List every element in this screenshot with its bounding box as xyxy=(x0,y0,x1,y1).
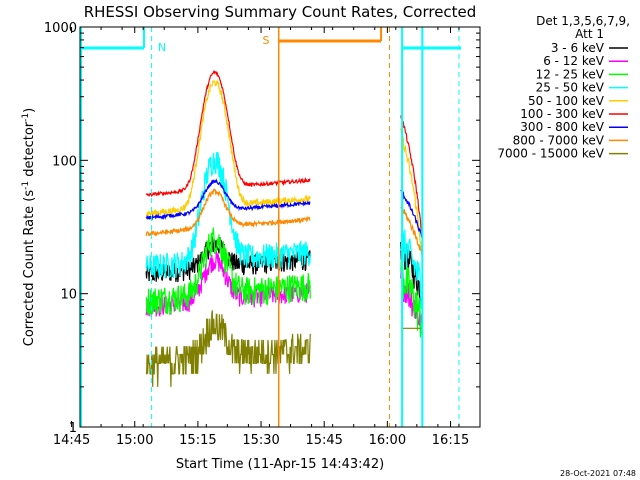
timestamp: 28-Oct-2021 07:48 xyxy=(560,469,636,478)
series-line-4-pass2 xyxy=(400,228,423,310)
x-tick-label: 15:00 xyxy=(116,433,153,448)
legend-label: 100 - 300 keV xyxy=(520,107,604,121)
y-axis-label: Corrected Count Rate (s-1 detector-1) xyxy=(21,108,37,346)
legend-label: 12 - 25 keV xyxy=(536,67,605,81)
legend-label: 300 - 800 keV xyxy=(520,120,604,134)
series-line-2-pass1 xyxy=(145,251,311,318)
legend-label: 7000 - 15000 keV xyxy=(497,147,604,161)
y-tick-label: 1000 xyxy=(44,21,77,36)
series-line-3-pass2 xyxy=(400,259,423,338)
series-line-8-pass2 xyxy=(400,206,423,255)
series-line-7-pass1 xyxy=(145,178,311,221)
legend-label: 25 - 50 keV xyxy=(536,81,605,95)
x-tick-label: 14:45 xyxy=(53,433,90,448)
chart-title: RHESSI Observing Summary Count Rates, Co… xyxy=(84,3,477,21)
series-line-5-pass2 xyxy=(400,128,423,250)
x-tick-label: 15:15 xyxy=(179,433,216,448)
x-tick-label: 16:15 xyxy=(432,433,469,448)
series-line-4-pass1 xyxy=(145,152,311,279)
x-ticks: 14:45 15:00 15:15 15:30 15:45 16:00 16:15 xyxy=(53,27,481,448)
legend-header-2: Att 1 xyxy=(575,27,604,41)
x-tick-label: 15:30 xyxy=(242,433,279,448)
flag-layer: NS xyxy=(80,27,462,427)
x-tick-label: 16:00 xyxy=(369,433,406,448)
series-line-3-pass1 xyxy=(145,227,311,316)
legend-label: 800 - 7000 keV xyxy=(513,133,605,147)
series-layer xyxy=(145,70,423,387)
x-tick-label: 15:45 xyxy=(305,433,342,448)
y-tick-label: 1 xyxy=(69,421,77,436)
series-line-8-pass1 xyxy=(145,188,311,237)
series-line-7-pass2 xyxy=(400,189,423,238)
y-ticks: 1 10 100 1000 xyxy=(44,21,480,436)
legend-label: 6 - 12 keV xyxy=(543,54,605,68)
y-tick-label: 100 xyxy=(52,154,77,169)
x-axis-label: Start Time (11-Apr-15 14:43:42) xyxy=(176,457,384,472)
night-label: N xyxy=(158,41,166,54)
y-tick-label: 10 xyxy=(60,288,77,303)
saa-label: S xyxy=(262,34,269,47)
legend-label: 3 - 6 keV xyxy=(551,41,605,55)
series-line-5-pass1 xyxy=(145,79,311,217)
series-line-9-pass1 xyxy=(146,310,311,387)
legend-header-1: Det 1,3,5,6,7,9, xyxy=(536,14,630,28)
series-line-6-pass2 xyxy=(400,115,423,232)
plot-frame xyxy=(79,26,481,428)
legend-label: 50 - 100 keV xyxy=(528,94,605,108)
series-line-6-pass1 xyxy=(145,70,311,198)
